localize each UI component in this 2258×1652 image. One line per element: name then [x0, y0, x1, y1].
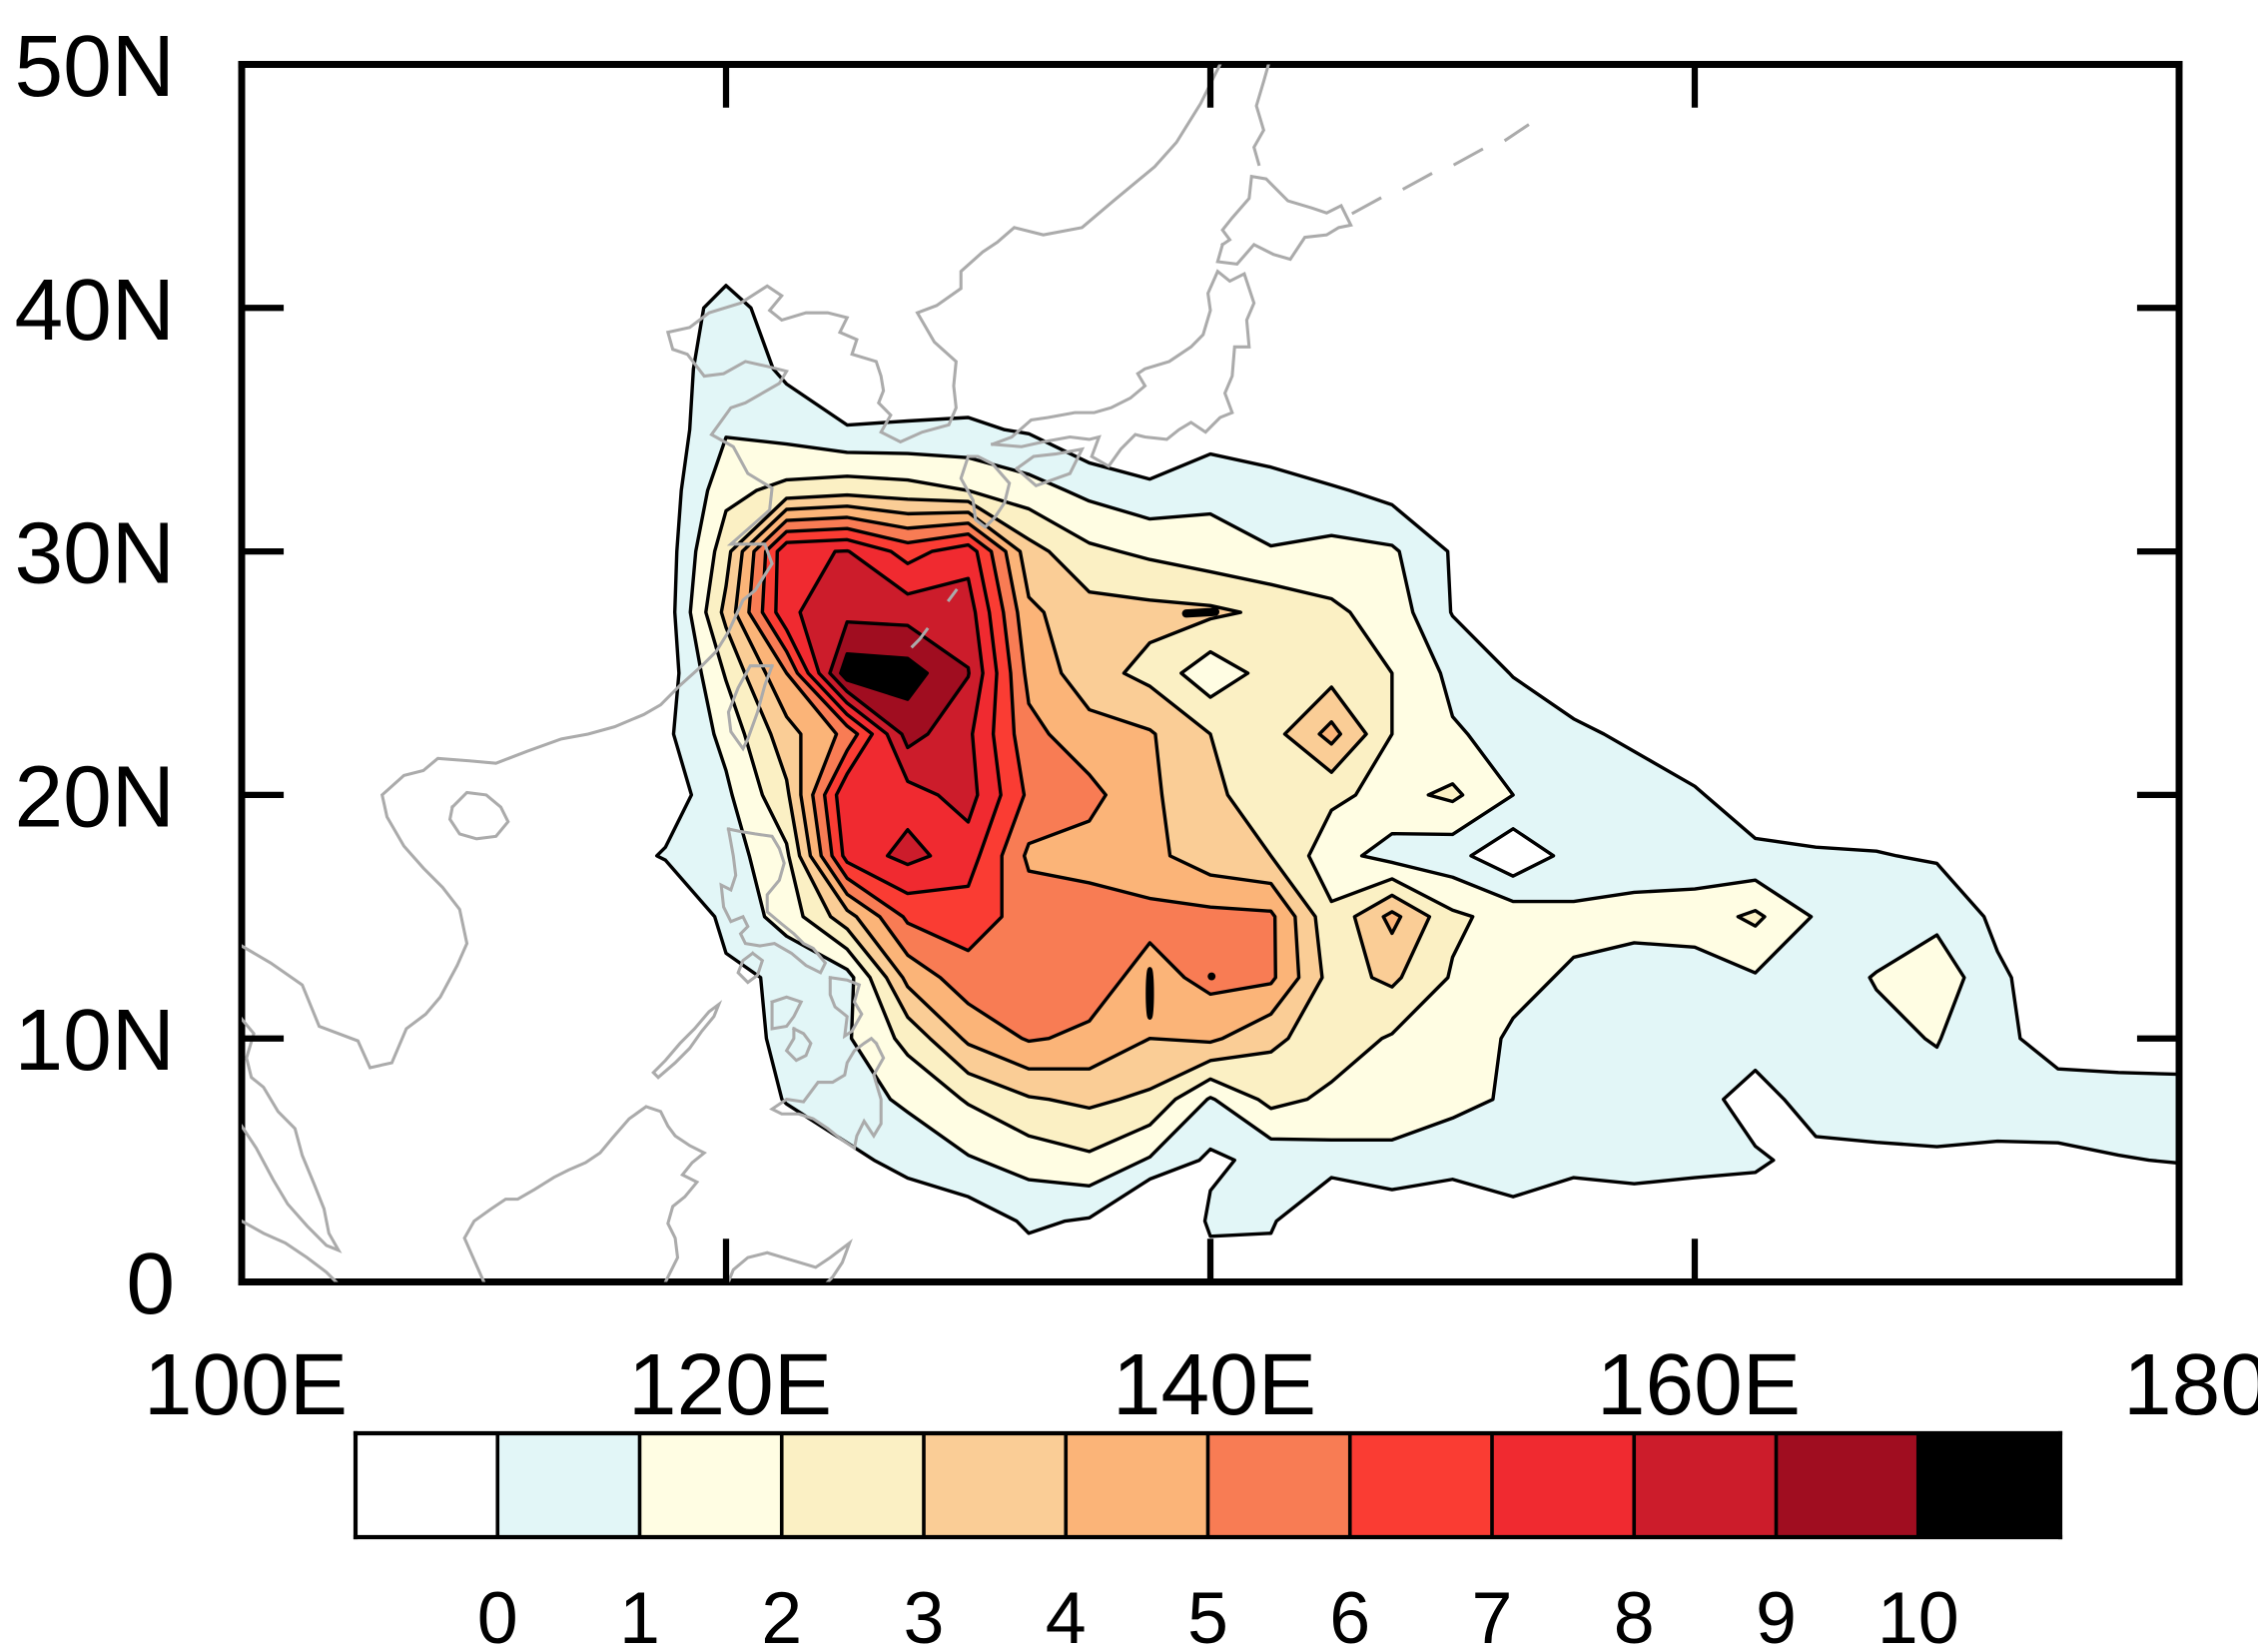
svg-text:120E: 120E — [628, 1335, 832, 1433]
svg-text:50N: 50N — [14, 17, 175, 115]
svg-text:20N: 20N — [14, 747, 175, 845]
svg-text:40N: 40N — [14, 261, 175, 359]
svg-text:140E: 140E — [1113, 1335, 1316, 1433]
svg-text:0: 0 — [477, 1576, 518, 1652]
svg-text:2: 2 — [761, 1576, 802, 1652]
svg-text:6: 6 — [1329, 1576, 1370, 1652]
svg-text:10: 10 — [1878, 1576, 1959, 1652]
svg-text:100E: 100E — [144, 1335, 348, 1433]
svg-text:7: 7 — [1472, 1576, 1513, 1652]
svg-text:3: 3 — [904, 1576, 945, 1652]
svg-text:1: 1 — [619, 1576, 660, 1652]
svg-text:180: 180 — [2123, 1335, 2258, 1433]
svg-text:30N: 30N — [14, 504, 175, 602]
svg-text:5: 5 — [1187, 1576, 1228, 1652]
svg-text:8: 8 — [1614, 1576, 1655, 1652]
svg-text:0: 0 — [126, 1235, 175, 1332]
svg-text:10N: 10N — [14, 991, 175, 1089]
svg-text:9: 9 — [1756, 1576, 1797, 1652]
svg-text:4: 4 — [1046, 1576, 1087, 1652]
svg-text:160E: 160E — [1597, 1335, 1801, 1433]
